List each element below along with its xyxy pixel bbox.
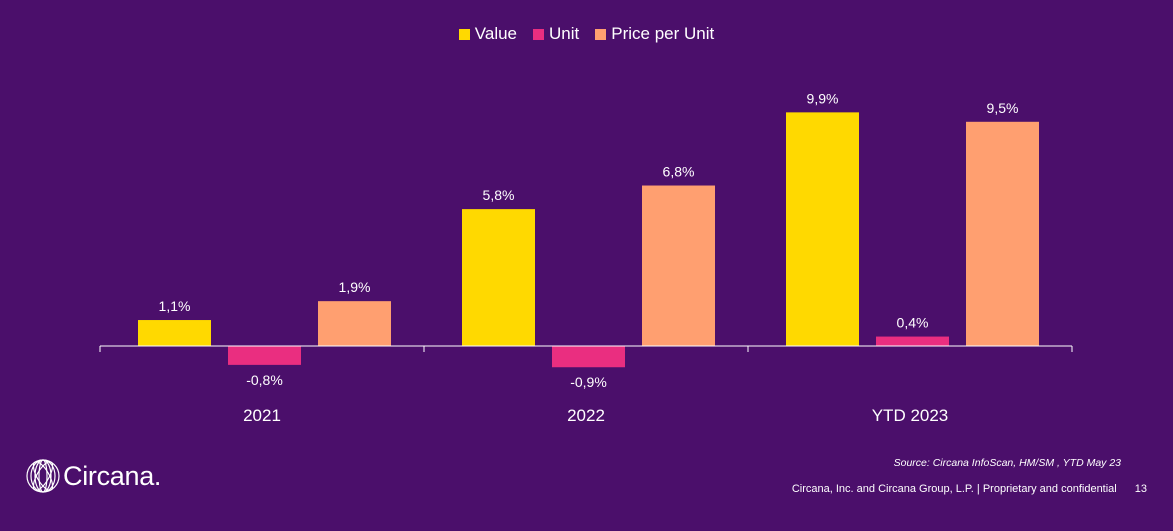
circana-logo: Circana.: [25, 458, 161, 494]
bar-unit-2022: [552, 346, 625, 368]
bar-unit-2021: [228, 346, 301, 365]
bar-value-ytd-2023: [786, 112, 859, 346]
data-label-price-per-unit-2022: 6,8%: [663, 164, 695, 180]
bar-value-2022: [462, 209, 535, 346]
data-label-unit-ytd-2023: 0,4%: [897, 315, 929, 331]
legend-item-value: Value: [458, 24, 517, 44]
category-label-2022: 2022: [567, 406, 605, 425]
circana-globe-icon: [26, 459, 60, 493]
data-label-unit-2021: -0,8%: [246, 372, 283, 388]
legend-swatch-value: [458, 28, 470, 40]
page-number: 13: [1134, 483, 1147, 495]
category-label-ytd-2023: YTD 2023: [872, 406, 949, 425]
category-label-2021: 2021: [243, 406, 281, 425]
data-label-value-ytd-2023: 9,9%: [807, 90, 839, 106]
bar-value-2021: [138, 320, 211, 346]
footer-company-text: Circana, Inc. and Circana Group, L.P. | …: [791, 483, 1117, 495]
legend-label-unit: Unit: [549, 24, 580, 43]
chart-legend: Value Unit Price per Unit: [0, 24, 1173, 44]
data-label-value-2021: 1,1%: [159, 298, 191, 314]
bar-unit-ytd-2023: [876, 336, 949, 346]
data-label-value-2022: 5,8%: [483, 187, 515, 203]
logo-text: Circana.: [63, 460, 162, 491]
data-label-unit-2022: -0,9%: [570, 374, 607, 390]
legend-swatch-unit: [533, 28, 544, 40]
legend-label-value: Value: [474, 24, 517, 43]
bar-price-per-unit-2021: [318, 301, 391, 346]
legend-label-price-per-unit: Price per Unit: [611, 24, 715, 43]
source-note: Source: Circana InfoScan, HM/SM , YTD Ma…: [893, 457, 1121, 469]
footer: Circana, Inc. and Circana Group, L.P. | …: [792, 483, 1147, 495]
bar-price-per-unit-2022: [642, 185, 715, 346]
legend-item-price-per-unit: Price per Unit: [595, 24, 714, 44]
bar-price-per-unit-ytd-2023: [966, 121, 1039, 346]
legend-item-unit: Unit: [533, 24, 579, 44]
data-label-price-per-unit-2021: 1,9%: [339, 279, 371, 295]
data-label-price-per-unit-ytd-2023: 9,5%: [987, 100, 1019, 116]
legend-swatch-price-per-unit: [595, 28, 607, 40]
